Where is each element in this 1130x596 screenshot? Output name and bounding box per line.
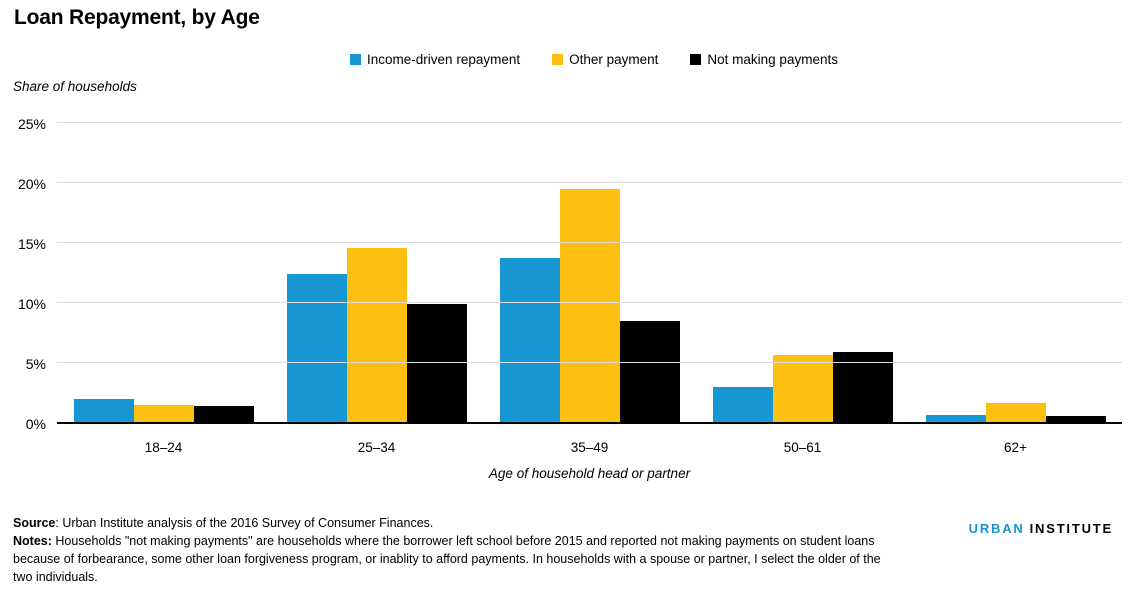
bar-group [57,124,270,422]
x-axis-ticks: 18–24 25–34 35–49 50–61 62+ [57,440,1122,455]
notes-label: Notes: [13,534,52,548]
x-tick-label: 25–34 [357,440,396,455]
bar-other-payment [133,405,194,422]
bar-not-making-payments [832,352,893,422]
gridline [57,302,1122,303]
x-tick-label: 62+ [1004,440,1027,455]
bar-income-driven-repayment [73,399,134,422]
y-tick-label: 5% [25,356,46,372]
legend: Income-driven repayment Other payment Not … [0,52,1130,67]
bar-income-driven-repayment [925,415,986,422]
bar-other-payment [985,403,1046,422]
bar-income-driven-repayment [499,258,560,422]
legend-label: Not making payments [707,52,838,67]
legend-item: Income-driven repayment [350,52,520,67]
gridline [57,242,1122,243]
bar-other-payment [559,189,620,422]
notes-text: Households "not making payments" are hou… [13,534,881,584]
source-label: Source [13,516,56,530]
legend-swatch-icon [552,54,564,65]
bar-income-driven-repayment [712,387,773,422]
x-tick-label: 35–49 [570,440,609,455]
legend-label: Other payment [569,52,659,67]
chart-title: Loan Repayment, by Age [14,6,260,29]
logo-urban: URBAN [968,521,1025,536]
urban-institute-logo: URBAN INSTITUTE [969,521,1113,536]
bar-group [483,124,696,422]
x-tick-label: 50–61 [783,440,822,455]
bar-not-making-payments [406,304,467,422]
y-tick-label: 0% [25,416,46,432]
plot-area [57,122,1122,424]
bar-groups [57,124,1122,422]
bar-other-payment [346,248,407,422]
bar-group [696,124,909,422]
x-axis-title: Age of household head or partner [488,466,691,481]
footer-notes: Source: Urban Institute analysis of the … [13,514,898,586]
gridline [57,122,1122,123]
y-tick-label: 20% [17,176,46,192]
source-text: : Urban Institute analysis of the 2016 S… [55,516,434,530]
y-axis-ticks: 0% 5% 10% 15% 20% 25% [0,116,46,432]
y-tick-label: 10% [17,296,46,312]
bar-income-driven-repayment [286,274,347,422]
legend-swatch-icon [350,54,362,65]
gridline [57,182,1122,183]
bar-not-making-payments [193,406,254,422]
source-note: Source: Urban Institute analysis of the … [13,514,898,532]
notes: Notes: Households "not making payments" … [13,532,898,586]
y-axis-title: Share of households [13,79,137,94]
legend-swatch-icon [690,54,702,65]
legend-item: Not making payments [690,52,838,67]
bar-group [270,124,483,422]
legend-label: Income-driven repayment [367,52,521,67]
bar-not-making-payments [1045,416,1106,422]
logo-institute: INSTITUTE [1029,521,1113,536]
y-tick-label: 25% [17,116,46,132]
y-tick-label: 15% [17,236,46,252]
bar-group [909,124,1122,422]
gridline [57,362,1122,363]
legend-item: Other payment [552,52,658,67]
x-tick-label: 18–24 [144,440,183,455]
bar-other-payment [772,355,833,422]
bar-not-making-payments [619,321,680,422]
